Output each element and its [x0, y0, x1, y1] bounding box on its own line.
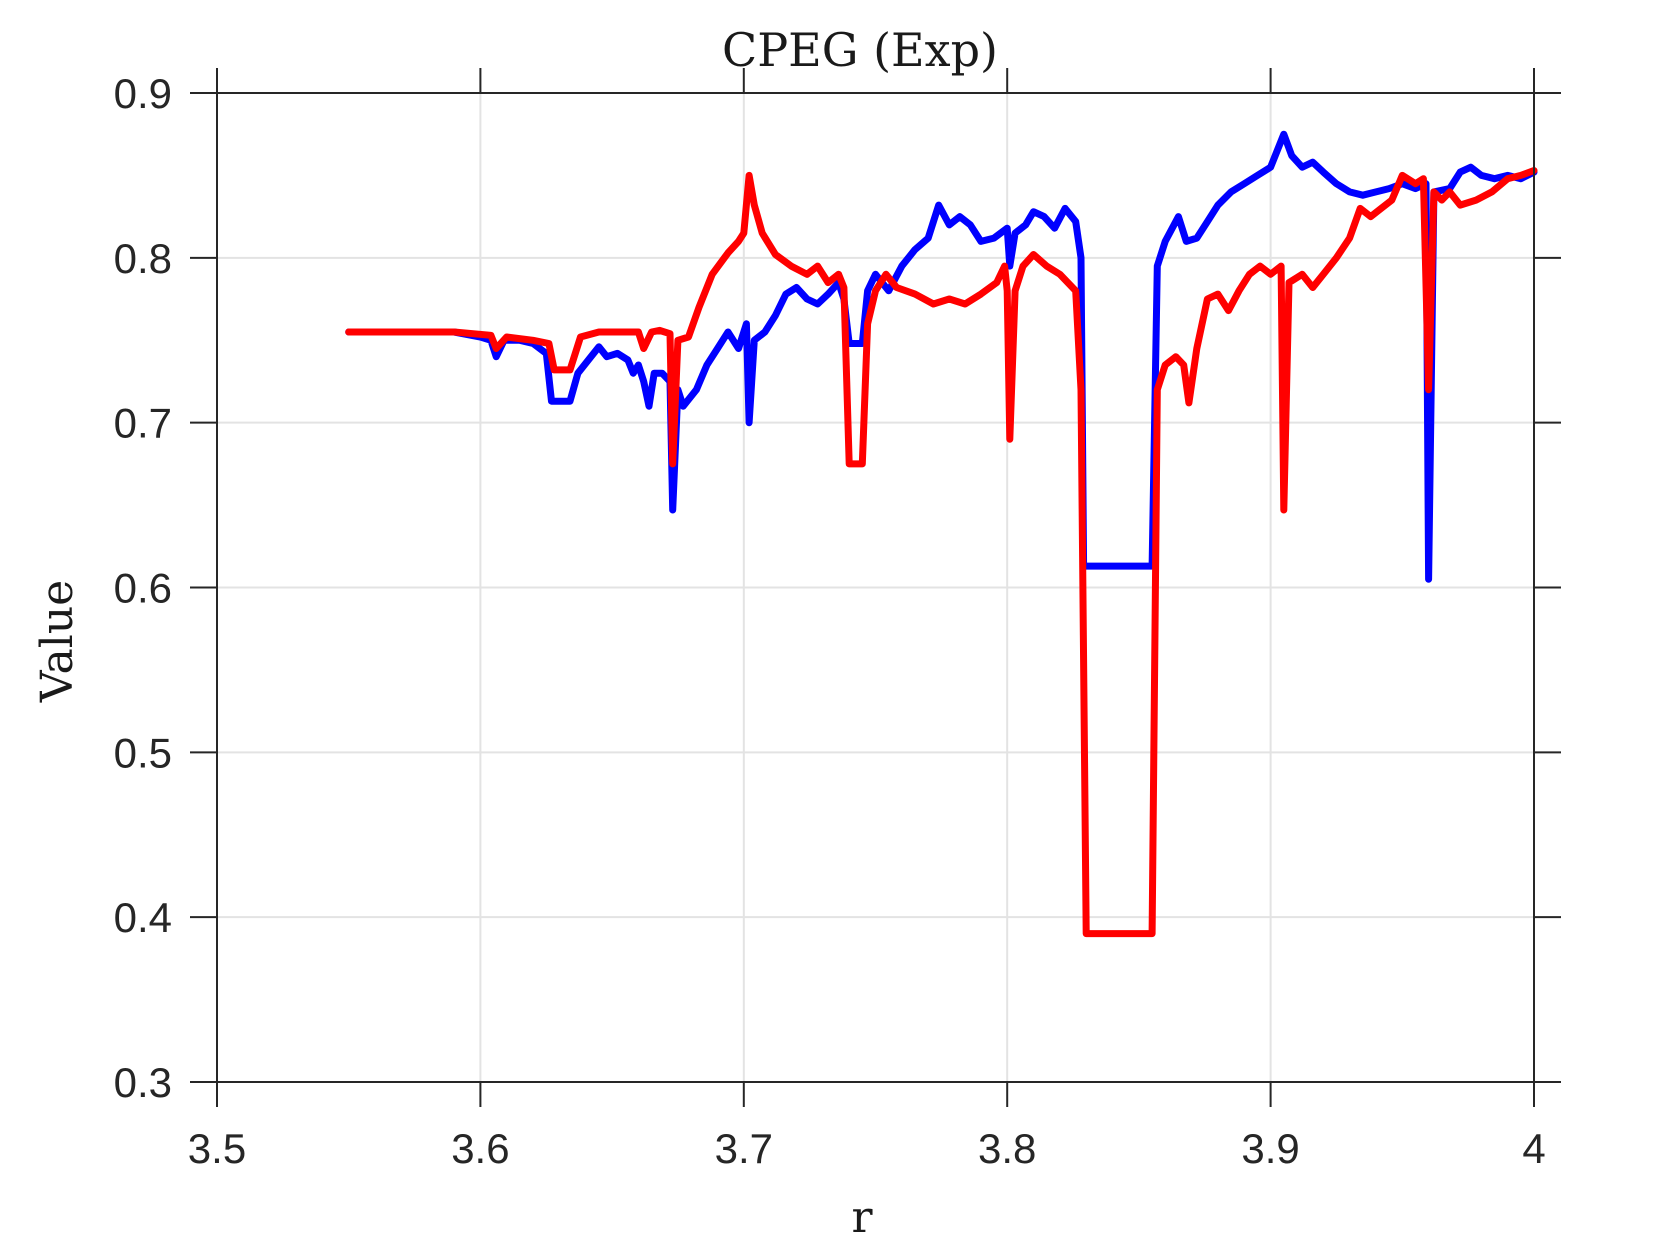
- axis-ticks: 3.5 3.6 3.7 3.8 3.9 4 0.3 0.4 0.5 0.6 0.7 0.8 0.9: [114, 68, 1561, 1172]
- x-axis-label: r: [851, 1192, 873, 1243]
- y-tick-label: 0.4: [114, 894, 172, 941]
- x-tick-label: 3.6: [451, 1125, 509, 1172]
- y-tick-label: 0.6: [114, 565, 172, 612]
- x-tick-label: 3.9: [1241, 1125, 1299, 1172]
- x-tick-label: 3.7: [715, 1125, 773, 1172]
- data-series: [345, 130, 1538, 938]
- grid-lines: [216, 92, 1535, 1083]
- series-line-2: [345, 167, 1538, 938]
- x-tick-label: 3.5: [188, 1125, 246, 1172]
- y-tick-label: 0.8: [114, 235, 172, 282]
- y-tick-label: 0.9: [114, 70, 172, 117]
- chart-title: CPEG (Exp): [722, 23, 998, 77]
- y-tick-label: 0.5: [114, 729, 172, 776]
- y-tick-label: 0.3: [114, 1059, 172, 1106]
- y-axis-label: Value: [32, 580, 83, 703]
- x-tick-label: 3.8: [978, 1125, 1036, 1172]
- y-tick-label: 0.7: [114, 400, 172, 447]
- series-line-1: [345, 130, 1538, 583]
- x-tick-label: 4: [1522, 1125, 1545, 1172]
